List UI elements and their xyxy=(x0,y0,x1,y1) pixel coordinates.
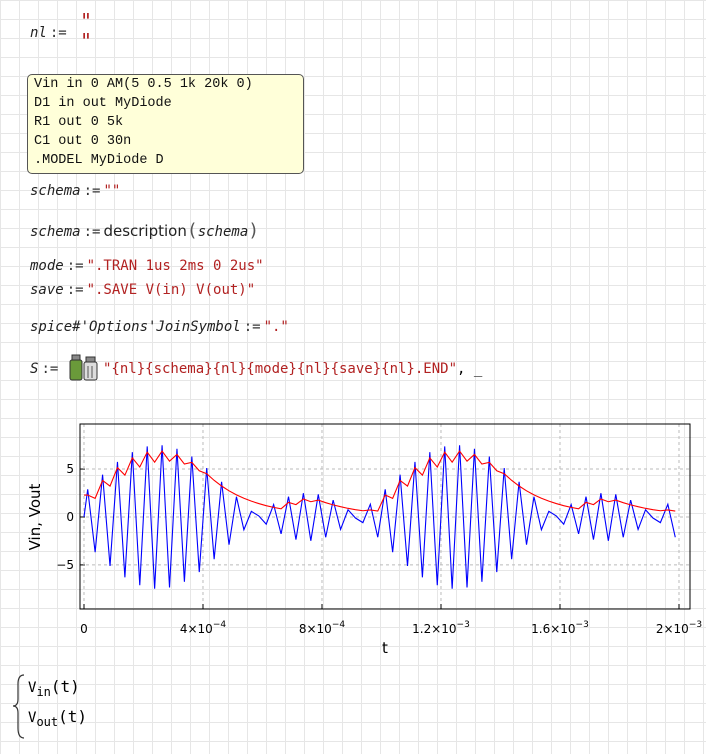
y-tick-label: 0 xyxy=(66,510,74,524)
netlist-line: Vin in 0 AM(5 0.5 1k 20k 0) xyxy=(34,77,253,92)
assign: := xyxy=(243,319,261,335)
var: mode xyxy=(30,258,64,274)
assign: := xyxy=(66,282,84,298)
assign: := xyxy=(83,224,101,240)
base: V xyxy=(28,680,37,696)
tick-base: 4×10 xyxy=(180,622,213,636)
y-tick-label: −5 xyxy=(56,558,74,572)
arg: (t) xyxy=(58,707,88,726)
tick-exponent: −4 xyxy=(213,620,227,630)
series-line xyxy=(83,450,676,512)
var: schema xyxy=(30,224,81,240)
x-tick-label: 1.6×10−3 xyxy=(531,620,589,636)
netlist-line: .MODEL MyDiode D xyxy=(34,153,164,168)
sub: out xyxy=(36,714,59,729)
x-tick-label: 4×10−4 xyxy=(180,620,227,636)
netlist-line: D1 in out MyDiode xyxy=(34,96,172,111)
tick-base: 1.2×10 xyxy=(412,622,456,636)
x-tick-label: 0 xyxy=(80,622,88,636)
plot-frame xyxy=(79,423,691,610)
string: "" xyxy=(103,183,121,199)
netlist-line: C1 out 0 30n xyxy=(34,134,132,149)
var: S xyxy=(30,361,39,377)
s-value: "{nl}{schema}{nl}{mode}{nl}{save}{nl}.EN… xyxy=(103,360,482,378)
y-axis-label: Vin, Vout xyxy=(26,483,44,550)
func: description xyxy=(103,222,187,240)
string: ".TRAN 1us 2ms 0 2us" xyxy=(86,258,264,274)
brace xyxy=(12,674,25,739)
schema-def: schema:= "" xyxy=(30,182,120,200)
tick-exponent: −3 xyxy=(689,620,702,630)
tick-base: 1.6×10 xyxy=(531,622,575,636)
quote: " xyxy=(80,29,93,53)
output: Vin(t) xyxy=(28,678,80,701)
arg: schema xyxy=(197,224,249,240)
var: schema xyxy=(30,183,81,199)
x-axis-label: t xyxy=(382,639,388,657)
schema-desc: schema:= description(schema) xyxy=(30,222,259,241)
var: save xyxy=(30,282,64,298)
x-tick-label: 2×10−3 xyxy=(656,620,702,636)
assign: := xyxy=(49,25,67,41)
mode-def: mode:= ".TRAN 1us 2ms 0 2us" xyxy=(30,257,264,275)
assign: := xyxy=(83,183,101,199)
rest: , _ xyxy=(457,361,483,377)
netlist-box[interactable]: Vin in 0 AM(5 0.5 1k 20k 0) D1 in out My… xyxy=(27,74,304,174)
assign: := xyxy=(41,361,59,377)
nl-def: nl:= xyxy=(30,24,70,42)
x-tick-label: 1.2×10−3 xyxy=(412,620,470,636)
y-tick-label: 5 xyxy=(66,462,74,476)
tick-exponent: −4 xyxy=(332,620,346,630)
string: ".SAVE V(in) V(out)" xyxy=(86,282,256,298)
string: "{nl}{schema}{nl}{mode}{nl}{save}{nl}.EN… xyxy=(103,361,458,377)
netlist-line: R1 out 0 5k xyxy=(34,115,124,130)
join-def: spice#'Options'JoinSymbol:= "." xyxy=(30,318,289,336)
assign: := xyxy=(66,258,84,274)
quote: " xyxy=(80,9,93,33)
sub: in xyxy=(36,684,51,699)
save-def: save:= ".SAVE V(in) V(out)" xyxy=(30,281,255,299)
paren: ) xyxy=(248,220,260,241)
tick-exponent: −3 xyxy=(457,620,470,630)
var: nl xyxy=(30,25,47,41)
var: spice#'Options'JoinSymbol xyxy=(30,319,241,335)
series-line xyxy=(83,445,676,589)
s-def: S:= xyxy=(30,360,61,378)
paren: ( xyxy=(186,220,198,241)
output: Vout(t) xyxy=(28,708,87,731)
tick-base: 2×10 xyxy=(656,622,689,636)
tick-exponent: −3 xyxy=(576,620,589,630)
x-tick-label: 8×10−4 xyxy=(299,620,346,636)
string: "." xyxy=(263,319,289,335)
tick-base: 8×10 xyxy=(299,622,332,636)
spice-icon xyxy=(69,354,98,381)
base: V xyxy=(28,710,37,726)
arg: (t) xyxy=(50,677,80,696)
